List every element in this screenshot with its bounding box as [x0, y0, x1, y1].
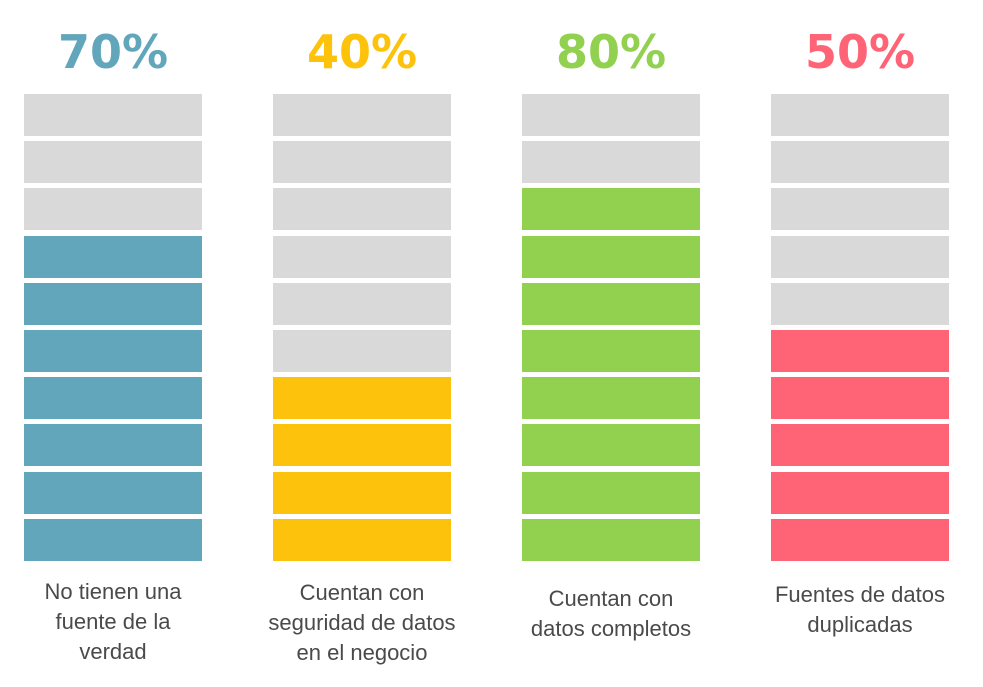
bar-segment-empty: [273, 188, 451, 231]
bar-segment-empty: [273, 235, 451, 278]
bar-segment-empty: [771, 188, 949, 231]
percent-label: 50%: [804, 25, 916, 79]
bar-segment-empty: [273, 94, 451, 136]
bar-segment-filled: [522, 235, 700, 278]
percent-label: 70%: [57, 25, 169, 79]
bar-caption: Fuentes de datos duplicadas: [774, 582, 945, 637]
bar-group-4: 50% Fuentes de datos duplicadas: [771, 0, 949, 687]
percent-label: 40%: [306, 25, 418, 79]
bar-segment-filled: [522, 330, 700, 372]
bar-segment-empty: [273, 282, 451, 325]
bar-segment-filled: [771, 471, 949, 514]
bar-segment-empty: [24, 141, 202, 184]
bar-segment-empty: [771, 141, 949, 184]
bar-caption: Cuentan con datos completos: [530, 586, 692, 641]
bar-segment-empty: [522, 94, 700, 136]
bar-caption: No tienen una fuente de la verdad: [44, 579, 182, 664]
bar-segment-filled: [522, 424, 700, 467]
bar-segment-filled: [522, 471, 700, 514]
bar-segment-empty: [771, 282, 949, 325]
bar-segment-filled: [522, 518, 700, 561]
bar-segment-filled: [771, 330, 949, 372]
bar-group-2: 40% Cuentan con seguridad de datos en el…: [268, 0, 455, 687]
bar-segment-empty: [24, 188, 202, 231]
bar-segment-empty: [771, 94, 949, 136]
bar-segment-filled: [522, 188, 700, 231]
bar-segment-filled: [273, 518, 451, 561]
bar-segment-filled: [24, 518, 202, 561]
bar-caption: Cuentan con seguridad de datos en el neg…: [268, 580, 456, 665]
bar-segment-filled: [24, 471, 202, 514]
bar-segment-empty: [273, 141, 451, 184]
bar-segment-filled: [771, 518, 949, 561]
bar-segment-empty: [771, 235, 949, 278]
percent-label: 80%: [555, 25, 667, 79]
segmented-bar: [273, 94, 451, 561]
bar-segment-filled: [522, 282, 700, 325]
bar-segment-filled: [24, 377, 202, 420]
bar-segment-empty: [522, 141, 700, 184]
segmented-bar: [24, 94, 202, 561]
bar-segment-filled: [24, 235, 202, 278]
bar-segment-filled: [273, 424, 451, 467]
bar-segment-filled: [24, 330, 202, 372]
bar-segment-filled: [273, 377, 451, 420]
bar-group-1: 70% No tienen una fuente de la verdad: [24, 0, 202, 687]
bar-segment-filled: [771, 424, 949, 467]
bar-group-3: 80% Cuentan con datos completos: [522, 0, 700, 687]
bar-segment-empty: [24, 94, 202, 136]
bar-segment-filled: [771, 377, 949, 420]
segmented-bar: [771, 94, 949, 561]
bar-segment-empty: [273, 330, 451, 372]
bar-segment-filled: [522, 377, 700, 420]
bar-segment-filled: [24, 282, 202, 325]
bar-segment-filled: [24, 424, 202, 467]
bar-segment-filled: [273, 471, 451, 514]
segmented-bar: [522, 94, 700, 561]
